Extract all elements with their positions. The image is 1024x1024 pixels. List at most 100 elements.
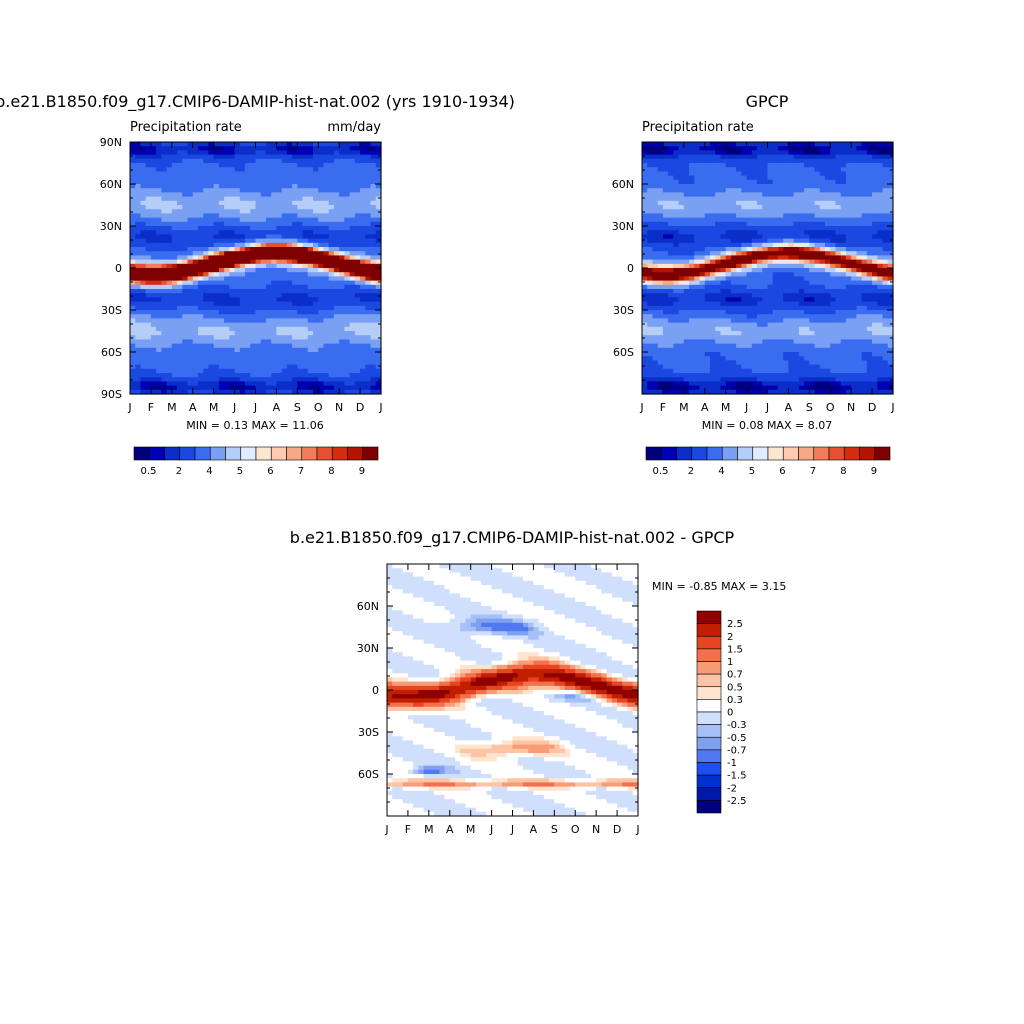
heatmap-cell: [647, 146, 654, 151]
heatmap-cell: [166, 335, 173, 340]
heatmap-cell: [213, 167, 220, 172]
heatmap-cell: [187, 331, 194, 336]
heatmap-cell: [218, 284, 225, 290]
heatmap-cell: [302, 389, 309, 395]
heatmap-cell: [344, 335, 351, 340]
heatmap-cell: [276, 339, 283, 345]
heatmap-cell: [725, 326, 732, 332]
heatmap-cell: [365, 293, 372, 298]
heatmap-cell: [741, 268, 748, 273]
heatmap-cell: [652, 205, 659, 210]
heatmap-cell: [783, 251, 790, 256]
heatmap-cell: [725, 150, 732, 156]
heatmap-cell: [250, 268, 257, 273]
heatmap-cell: [271, 234, 278, 240]
heatmap-cell: [375, 381, 382, 387]
heatmap-cell: [224, 339, 230, 345]
heatmap-cell: [783, 381, 790, 387]
heatmap-cell: [762, 352, 769, 357]
heatmap-cell: [746, 192, 753, 198]
heatmap-cell: [302, 335, 309, 340]
heatmap-cell: [683, 175, 690, 181]
heatmap-cell: [668, 251, 674, 256]
heatmap-cell: [297, 272, 304, 277]
heatmap-cell: [652, 242, 659, 248]
heatmap-cell: [250, 305, 257, 311]
heatmap-cell: [694, 263, 701, 269]
heatmap-cell: [313, 368, 319, 374]
heatmap-cell: [777, 234, 784, 240]
heatmap-cell: [673, 347, 680, 353]
heatmap-cell: [360, 251, 366, 256]
colorbar-box: [240, 446, 257, 461]
heatmap-cell: [354, 209, 361, 214]
heatmap-cell: [715, 171, 722, 177]
heatmap-cell: [313, 318, 319, 324]
heatmap-cell: [699, 179, 706, 185]
heatmap-cell: [297, 217, 304, 223]
heatmap-cell: [302, 146, 309, 151]
heatmap-cell: [668, 188, 674, 193]
heatmap-cell: [741, 142, 748, 147]
heatmap-cell: [730, 263, 737, 269]
heatmap-cell: [328, 158, 335, 164]
heatmap-cell: [333, 213, 340, 219]
heatmap-cell: [307, 377, 314, 382]
heatmap-cell: [234, 331, 241, 336]
heatmap-cell: [224, 217, 230, 223]
heatmap-cell: [224, 196, 230, 202]
heatmap-cell: [197, 289, 204, 294]
heatmap-cell: [683, 251, 690, 256]
heatmap-cell: [793, 259, 800, 265]
heatmap-cell: [678, 389, 685, 395]
heatmap-cell: [751, 150, 758, 156]
heatmap-cell: [145, 293, 152, 298]
heatmap-cell: [662, 339, 669, 345]
heatmap-cell: [297, 247, 304, 252]
heatmap-cell: [213, 373, 220, 378]
heatmap-cell: [694, 352, 701, 357]
heatmap-cell: [757, 150, 763, 156]
heatmap-cell: [224, 171, 230, 177]
heatmap-cell: [302, 373, 309, 378]
heatmap-cell: [213, 331, 220, 336]
heatmap-cell: [809, 356, 816, 361]
heatmap-cell: [793, 293, 800, 298]
heatmap-cell: [192, 142, 199, 147]
heatmap-cell: [798, 255, 805, 261]
heatmap-cell: [156, 326, 162, 332]
heatmap-cell: [689, 272, 695, 277]
heatmap-cell: [783, 347, 790, 353]
heatmap-cell: [229, 381, 236, 387]
heatmap-cell: [177, 179, 183, 185]
heatmap-cell: [709, 234, 716, 240]
heatmap-cell: [370, 171, 377, 177]
heatmap-cell: [715, 238, 722, 244]
heatmap-cell: [657, 289, 664, 294]
heatmap-cell: [328, 373, 335, 378]
heatmap-cell: [208, 326, 215, 332]
heatmap-cell: [255, 347, 262, 353]
heatmap-cell: [297, 364, 304, 370]
heatmap-cell: [203, 163, 210, 168]
heatmap-cell: [704, 158, 711, 164]
heatmap-cell: [276, 221, 283, 227]
heatmap-cell: [323, 301, 330, 307]
heatmap-cell: [370, 230, 377, 235]
heatmap-cell: [777, 356, 784, 361]
heatmap-cell: [265, 280, 272, 286]
heatmap-cell: [213, 205, 220, 210]
heatmap-cell: [715, 343, 722, 349]
heatmap-cell: [804, 255, 810, 261]
heatmap-cell: [323, 255, 330, 261]
heatmap-cell: [715, 360, 722, 366]
heatmap-cell: [642, 259, 648, 265]
heatmap-cell: [140, 205, 147, 210]
heatmap-cell: [265, 230, 272, 235]
heatmap-cell: [751, 280, 758, 286]
heatmap-cell: [344, 373, 351, 378]
heatmap-cell: [715, 284, 722, 290]
heatmap-cell: [197, 230, 204, 235]
heatmap-cell: [767, 238, 774, 244]
heatmap-cell: [349, 175, 356, 181]
